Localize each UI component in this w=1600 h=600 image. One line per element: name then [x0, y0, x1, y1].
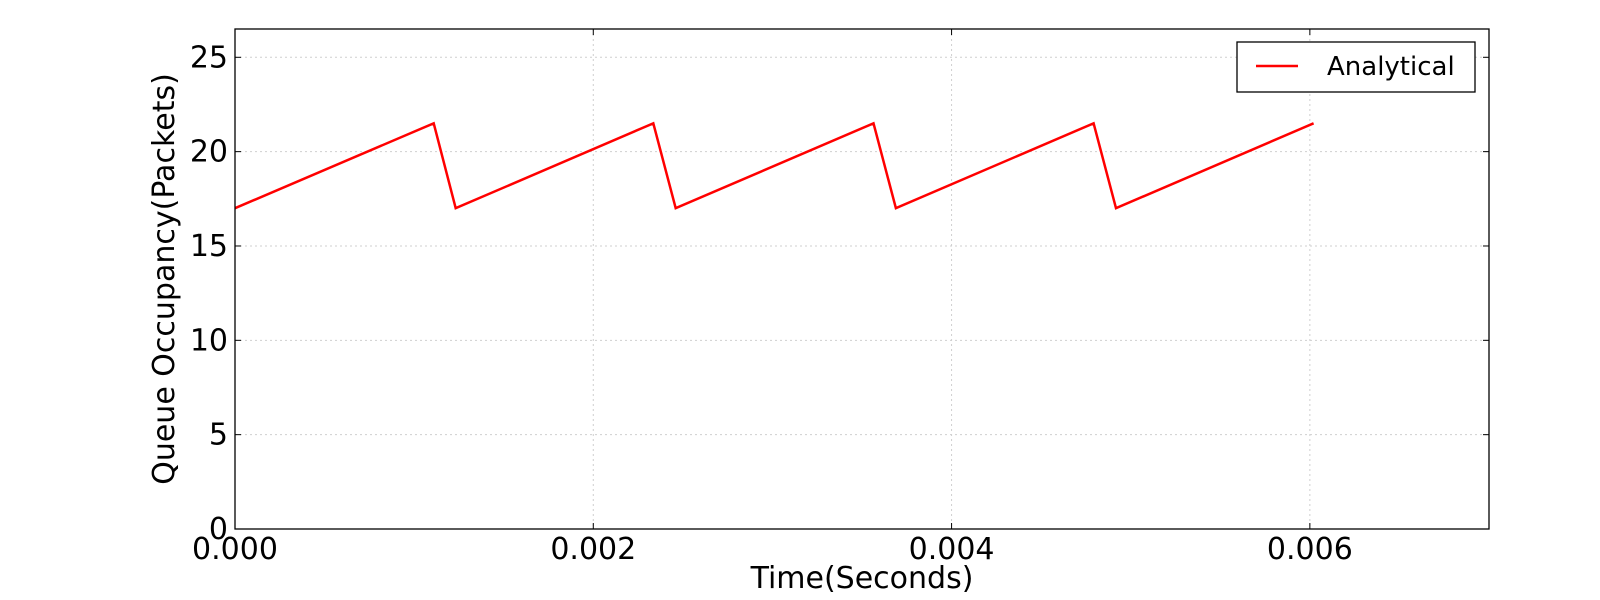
x-tick-label: 0.006 — [1267, 532, 1353, 567]
legend: Analytical — [1236, 41, 1476, 93]
series-layer — [234, 121, 1315, 210]
axis-ticks — [234, 29, 1489, 530]
y-tick-label: 15 — [190, 229, 228, 264]
plot-frame — [234, 28, 1490, 530]
y-tick-label: 20 — [190, 135, 228, 170]
legend-label-analytical: Analytical — [1327, 52, 1455, 82]
x-tick-label: 0.002 — [550, 532, 636, 567]
x-tick-label: 0.000 — [192, 532, 278, 567]
grid-lines — [234, 29, 1489, 530]
y-tick-label: 25 — [190, 40, 228, 75]
x-tick-label: 0.004 — [909, 532, 995, 567]
x-axis-label: Time(Seconds) — [750, 561, 974, 596]
y-axis-label: Queue Occupancy(Packets) — [147, 73, 182, 485]
y-tick-label: 5 — [209, 418, 228, 453]
y-tick-label: 10 — [190, 323, 228, 358]
y-tick-label: 0 — [209, 512, 228, 547]
tick-labels: 0.000 0.002 0.004 0.006 0 5 10 15 20 25 — [190, 40, 1353, 567]
series-line-analytical — [234, 121, 1315, 210]
